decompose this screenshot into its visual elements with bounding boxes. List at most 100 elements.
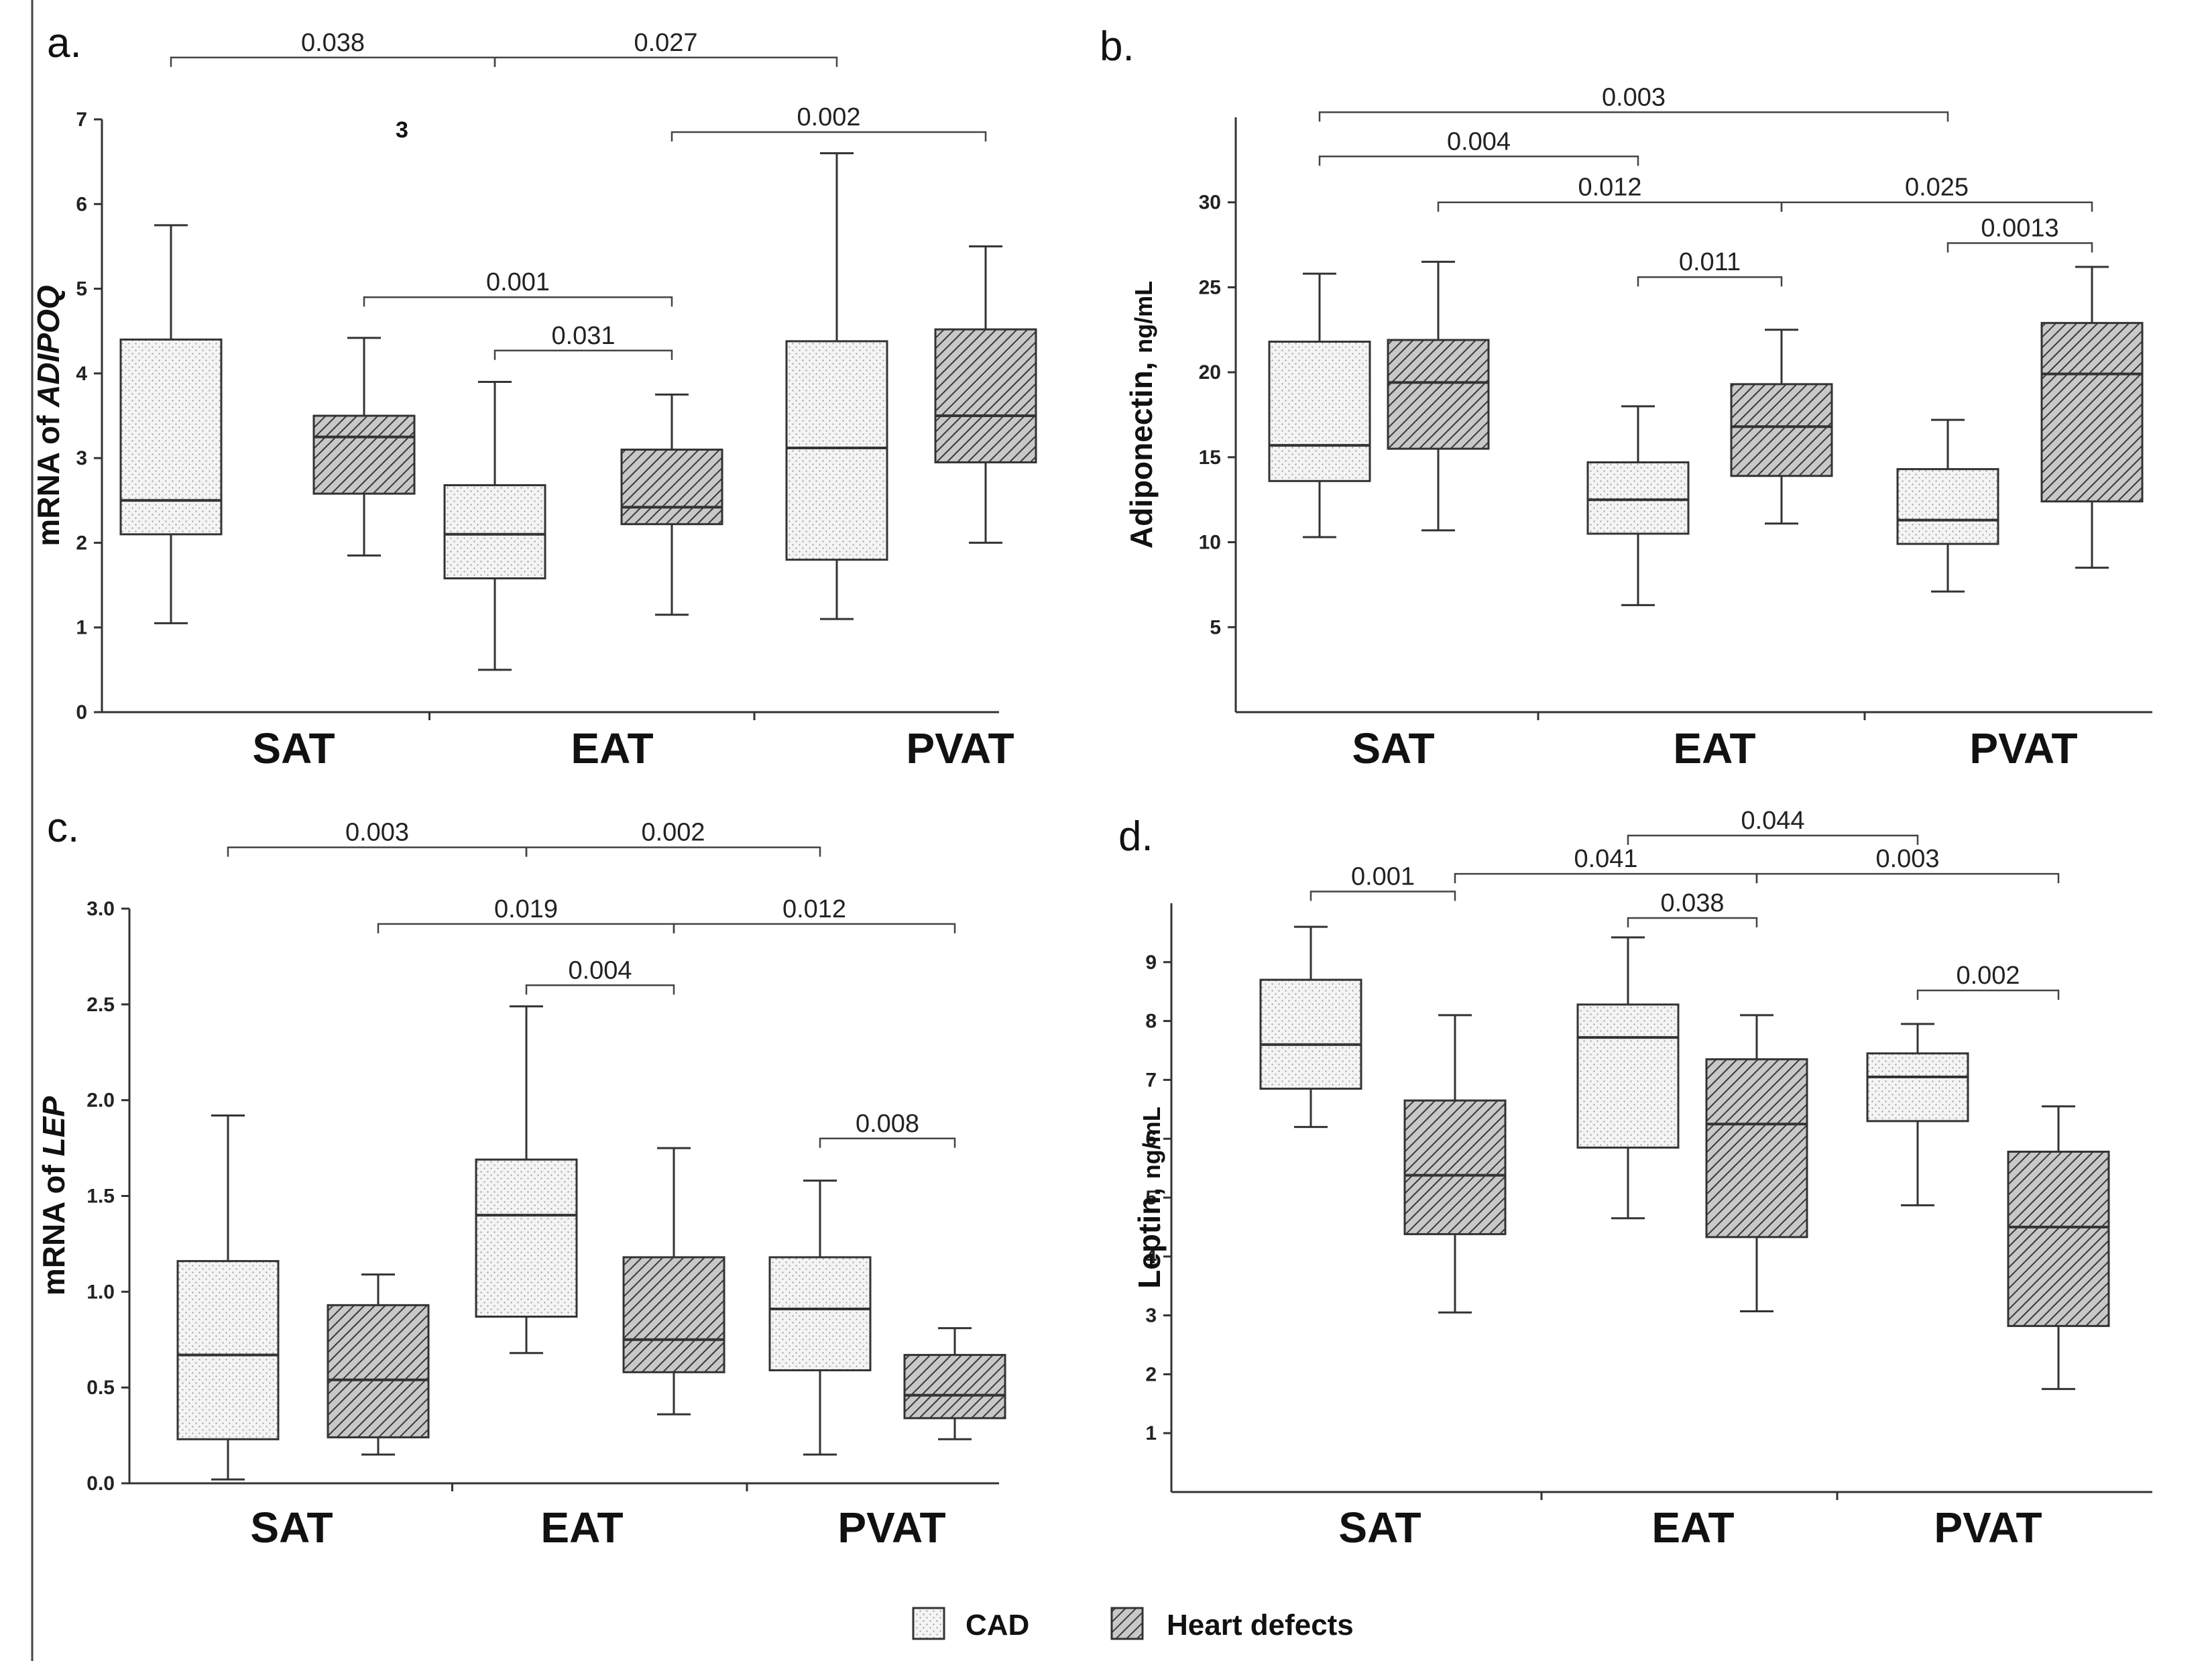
sig-p-value: 0.004: [568, 956, 632, 984]
sig-bracket-line: [493, 349, 673, 360]
panel-d-y-axis-label: Leptin, ng/mL: [1132, 1106, 1167, 1289]
sig-p-value: 0.0013: [1981, 215, 2058, 243]
box-iqr: [2007, 1151, 2110, 1327]
sig-bracket-line: [1454, 872, 1758, 884]
sig-bracket-line: [1916, 989, 2060, 1000]
sig-bracket-line: [363, 296, 673, 307]
panel-b-label: b.: [1100, 23, 1134, 70]
sig-p-value: 0.001: [1351, 862, 1415, 891]
box-iqr: [1730, 383, 1833, 477]
panel-d-ytick-label: 8: [1145, 1011, 1157, 1033]
box-iqr: [1387, 339, 1490, 450]
panel-d-category-pvat: PVAT: [1934, 1503, 2042, 1552]
panel-c-category-sat: SAT: [250, 1503, 333, 1552]
panel-b-sig-bracket: 0.025: [1780, 174, 2093, 212]
box-iqr: [785, 340, 888, 561]
legend-label-heart-defects: Heart defects: [1167, 1609, 1354, 1642]
panel-b-box-pvat-heart-defects: [2040, 266, 2144, 569]
box-iqr: [475, 1158, 578, 1318]
box-iqr: [903, 1354, 1006, 1420]
panel-a-box-pvat-heart-defects: [934, 245, 1037, 544]
sig-bracket-line: [1309, 891, 1456, 901]
panel-b-box-eat-heart-defects: [1730, 329, 1833, 525]
sig-bracket-line: [1318, 111, 1949, 122]
panel-c-ytick-label: 2.5: [86, 994, 115, 1016]
panel-b-y-axis-label: Adiponectin, ng/mL: [1124, 281, 1159, 549]
panel-d-ytick-label: 6: [1145, 1128, 1157, 1150]
panel-c-category-pvat: PVAT: [837, 1503, 945, 1552]
panel-b-category-pvat: PVAT: [1969, 724, 2077, 772]
panel-d-ytick-label: 9: [1145, 952, 1157, 974]
box-iqr: [1403, 1099, 1507, 1235]
sig-p-value: 0.038: [1660, 889, 1724, 917]
panel-b: b. 5 10 15 20 25 30 SAT EAT PVAT Adiponectin, ng/m…: [1100, 23, 2152, 772]
box-iqr: [1586, 461, 1690, 535]
sig-p-value: 0.012: [1578, 174, 1641, 202]
panel-c-ytick-label: 1.5: [86, 1186, 115, 1208]
panel-c-sig-bracket: 0.019: [377, 895, 675, 933]
panel-b-ytick-label: 20: [1199, 361, 1221, 384]
sig-bracket-line: [525, 984, 675, 995]
sig-p-value: 0.002: [641, 819, 705, 847]
panel-c-ytick-label: 0.0: [86, 1473, 115, 1495]
panel-a-sig-bracket: 0.002: [671, 103, 987, 141]
panel-c-box-eat-heart-defects: [622, 1147, 725, 1416]
panel-a-ytick-label: 5: [76, 278, 87, 300]
panel-b-ytick-label: 10: [1199, 532, 1221, 554]
panel-a-stray-label: 3: [396, 117, 408, 143]
sig-bracket-line: [1755, 872, 2060, 884]
panel-b-box-sat-heart-defects: [1387, 260, 1490, 532]
panel-c-box-sat-heart-defects: [327, 1273, 430, 1456]
box-iqr: [1705, 1058, 1808, 1239]
sig-p-value: 0.003: [345, 819, 409, 847]
panel-d-label: d.: [1118, 813, 1153, 860]
sig-bracket-line: [170, 56, 496, 67]
box-iqr: [1259, 978, 1362, 1090]
box-iqr: [1268, 341, 1371, 482]
panel-b-box-eat-cad: [1586, 405, 1690, 606]
panel-c-box-sat-cad: [176, 1114, 280, 1481]
box-iqr: [327, 1304, 430, 1438]
sig-bracket-line: [1946, 242, 2093, 253]
panel-a-ytick-label: 1: [76, 617, 87, 639]
panel-d-category-sat: SAT: [1338, 1503, 1421, 1552]
panel-a-ytick-label: 3: [76, 447, 87, 469]
panel-d-box-sat-cad: [1259, 925, 1362, 1129]
box-iqr: [176, 1260, 280, 1440]
panel-a-ytick-label: 4: [76, 363, 87, 385]
panel-b-sig-bracket: 0.011: [1637, 248, 1783, 287]
panel-a-category-sat: SAT: [252, 724, 335, 772]
panel-a-box-eat-heart-defects: [620, 393, 723, 616]
panel-c-box-pvat-cad: [768, 1180, 872, 1456]
sig-bracket-line: [1437, 201, 1783, 212]
sig-p-value: 0.019: [494, 895, 558, 923]
panel-d-box-eat-heart-defects: [1705, 1014, 1808, 1312]
panel-c-sig-bracket: 0.003: [227, 819, 528, 857]
panel-c: c. 0.0 0.5 1.0 1.5 2.0 2.5 3.0 SAT EAT PVAT mRNA of…: [36, 805, 1006, 1552]
panel-b-box-sat-cad: [1268, 272, 1371, 538]
box-iqr: [1896, 468, 1999, 545]
panel-d-ytick-label: 5: [1145, 1187, 1157, 1209]
panel-b-sig-bracket: 0.012: [1437, 174, 1783, 212]
sig-p-value: 0.031: [551, 322, 615, 350]
panel-b-ytick-label: 30: [1199, 192, 1221, 214]
panel-b-sig-bracket: 0.0013: [1946, 215, 2093, 253]
panel-c-box-pvat-heart-defects: [903, 1327, 1006, 1440]
legend-label-cad: CAD: [966, 1609, 1029, 1642]
sig-bracket-line: [671, 131, 987, 141]
sig-p-value: 0.044: [1741, 807, 1804, 835]
sig-p-value: 0.003: [1602, 83, 1666, 111]
panel-a-y-axis-label: mRNA of ADIPOQ: [31, 285, 66, 547]
box-iqr: [119, 338, 223, 536]
panel-d-sig-bracket: 0.044: [1627, 807, 1919, 846]
panel-c-sig-bracket: 0.004: [525, 956, 675, 995]
sig-p-value: 0.012: [782, 895, 846, 923]
panel-d-box-pvat-cad: [1866, 1023, 1969, 1206]
sig-p-value: 0.002: [1956, 962, 2020, 990]
box-iqr: [1866, 1052, 1969, 1123]
box-iqr: [1576, 1003, 1680, 1149]
panel-d-sig-bracket: 0.041: [1454, 845, 1758, 884]
sig-p-value: 0.011: [1679, 248, 1741, 276]
panel-d-ytick-label: 4: [1145, 1246, 1157, 1268]
panel-a: a. 0 1 2 3 4 5 6 7 SAT EAT PVAT mRNA of ADIPOQ 0.038 0…: [31, 20, 1037, 772]
